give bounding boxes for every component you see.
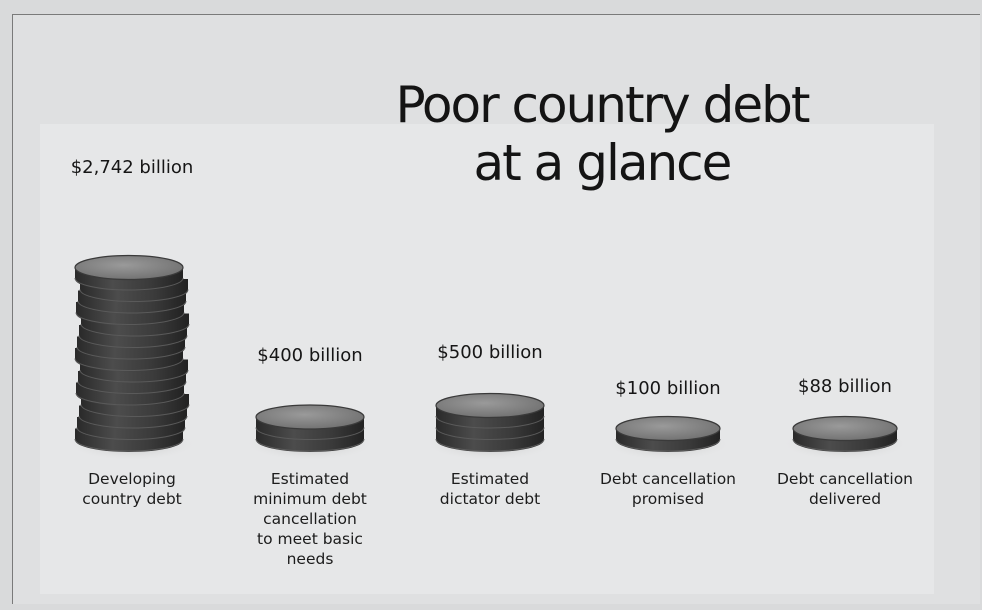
- coin-edge: [74, 277, 184, 291]
- coin-edge: [792, 438, 898, 452]
- coin-face: [74, 254, 184, 281]
- coin-edge: [74, 438, 184, 452]
- category-label-line: dictator debt: [440, 490, 540, 508]
- coin: [792, 415, 898, 452]
- coin-face: [792, 415, 898, 442]
- coin-edge: [74, 358, 184, 371]
- coin-face: [435, 392, 545, 419]
- coin-edge: [435, 438, 545, 452]
- coin: [615, 415, 721, 452]
- value-label: $400 billion: [257, 345, 362, 366]
- coin-stack: [608, 415, 728, 460]
- category-label-line: Estimated: [271, 470, 349, 488]
- coin-edge: [80, 404, 190, 417]
- category-label-line: Debt cancellation: [600, 470, 736, 488]
- value-label: $88 billion: [798, 376, 892, 397]
- coin: [74, 254, 184, 291]
- value-label: $100 billion: [615, 378, 720, 399]
- chart-title: Poor country debt at a glance: [395, 76, 811, 192]
- coin-edge: [77, 381, 187, 394]
- category-label-line: minimum debt: [253, 490, 367, 508]
- chart-panel: [40, 124, 934, 594]
- coin-edge: [75, 312, 185, 325]
- coin-edge: [435, 415, 545, 429]
- coin-stack: [248, 404, 372, 460]
- category-label-line: Estimated: [451, 470, 529, 488]
- category-label-line: delivered: [809, 490, 881, 508]
- category-label-line: cancellation: [263, 510, 357, 528]
- coin-stack: [785, 415, 905, 460]
- coin-edge: [75, 392, 185, 406]
- category-label-line: to meet basic: [257, 530, 363, 548]
- value-label: $500 billion: [437, 342, 542, 363]
- coin-edge: [78, 335, 188, 348]
- value-label: $2,742 billion: [71, 157, 194, 178]
- category-label-line: Developing: [88, 470, 176, 488]
- coin-stack: [70, 254, 194, 460]
- coin-edge: [79, 289, 189, 302]
- coin-stack: [428, 392, 552, 460]
- coin: [435, 392, 545, 429]
- coin-edge: [255, 438, 365, 452]
- coin-edge: [76, 346, 186, 360]
- coin-edge: [255, 427, 365, 440]
- coin-edge: [80, 323, 190, 337]
- coin-edge: [78, 415, 188, 429]
- coin-edge: [77, 300, 187, 314]
- category-label-line: promised: [632, 490, 704, 508]
- coin-face: [615, 415, 721, 442]
- coin: [255, 404, 365, 441]
- coin-face: [255, 404, 365, 430]
- category-label-line: Debt cancellation: [777, 470, 913, 488]
- category-label-line: country debt: [82, 490, 182, 508]
- category-label-line: needs: [287, 550, 334, 568]
- coin-edge: [435, 427, 545, 440]
- coin-edge: [615, 438, 721, 452]
- coin-edge: [79, 369, 189, 383]
- coin-edge: [76, 427, 186, 440]
